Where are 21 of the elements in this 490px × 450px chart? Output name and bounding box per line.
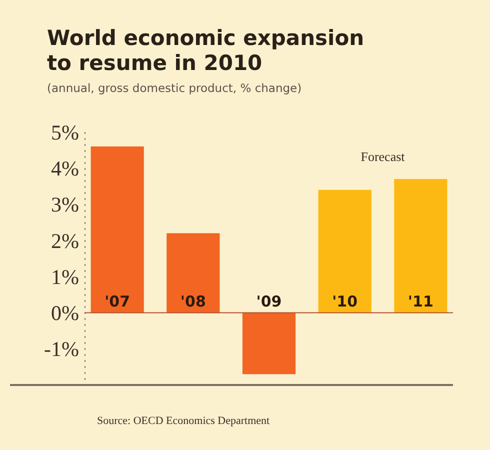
y-tick-label: 0%	[51, 301, 79, 326]
y-tick-label: 4%	[51, 156, 79, 180]
annotation: Forecast	[360, 148, 406, 164]
y-tick-label: 2%	[51, 228, 79, 253]
bar	[394, 178, 448, 313]
bar	[166, 233, 220, 313]
y-tick-label: 5%	[51, 120, 79, 144]
bar	[242, 312, 296, 374]
x-tick-label: '09	[256, 292, 282, 311]
chart-title: World economic expansion to resume in 2010	[47, 26, 364, 75]
y-tick-label: 3%	[51, 192, 79, 217]
y-tick-label: -1%	[44, 337, 79, 362]
x-tick-label: '08	[180, 292, 206, 311]
bar	[90, 146, 144, 313]
bar	[318, 190, 372, 313]
x-tick-label: '07	[104, 292, 130, 311]
y-tick-label: 1%	[51, 264, 79, 289]
chart-subtitle: (annual, gross domestic product, % change)	[47, 81, 302, 95]
x-tick-label: '11	[408, 292, 434, 311]
x-tick-label: '10	[332, 292, 358, 311]
source-note: Source: OECD Economics Department	[97, 415, 270, 427]
